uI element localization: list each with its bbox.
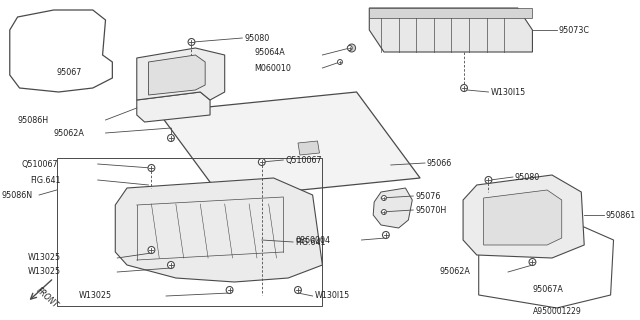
Text: 95062A: 95062A: [440, 268, 470, 276]
Polygon shape: [463, 175, 584, 258]
Polygon shape: [148, 55, 205, 95]
Text: FIG.641: FIG.641: [30, 175, 61, 185]
Circle shape: [168, 134, 174, 141]
Polygon shape: [158, 92, 420, 198]
Text: M060010: M060010: [254, 63, 291, 73]
Polygon shape: [137, 48, 225, 100]
Polygon shape: [369, 8, 532, 52]
Text: A950001229: A950001229: [532, 308, 581, 316]
Text: 95080: 95080: [244, 34, 269, 43]
Text: 95086N: 95086N: [2, 190, 33, 199]
Circle shape: [148, 164, 155, 172]
Circle shape: [529, 259, 536, 266]
Circle shape: [226, 286, 233, 293]
Text: 95073C: 95073C: [559, 26, 590, 35]
Polygon shape: [137, 92, 210, 122]
Circle shape: [294, 286, 301, 293]
Text: Q510067: Q510067: [22, 159, 59, 169]
Circle shape: [348, 45, 352, 51]
Circle shape: [348, 44, 356, 52]
Circle shape: [188, 38, 195, 45]
Circle shape: [485, 177, 492, 183]
Circle shape: [381, 210, 387, 214]
Text: 95062A: 95062A: [54, 129, 84, 138]
Text: W13025: W13025: [28, 268, 61, 276]
Text: W13025: W13025: [79, 292, 113, 300]
Polygon shape: [369, 8, 532, 18]
Text: 0860004: 0860004: [295, 236, 330, 244]
Circle shape: [337, 60, 342, 65]
Text: 95064A: 95064A: [254, 47, 285, 57]
Circle shape: [381, 196, 387, 201]
Text: 95076: 95076: [415, 191, 440, 201]
Text: 95086H: 95086H: [18, 116, 49, 124]
Circle shape: [259, 158, 265, 165]
Bar: [57, 158, 323, 306]
Text: 95066: 95066: [427, 158, 452, 167]
Circle shape: [383, 231, 389, 238]
Polygon shape: [373, 188, 412, 228]
Text: W130I15: W130I15: [490, 87, 525, 97]
Text: 95067A: 95067A: [532, 285, 563, 294]
Text: 950861: 950861: [605, 211, 636, 220]
Polygon shape: [298, 141, 319, 155]
Circle shape: [461, 84, 467, 92]
Text: W130I15: W130I15: [315, 292, 350, 300]
Text: FIG.641: FIG.641: [295, 237, 326, 246]
Text: FRONT: FRONT: [34, 286, 60, 310]
Text: 95080: 95080: [515, 172, 540, 181]
Text: W13025: W13025: [28, 253, 61, 262]
Text: 95070H: 95070H: [415, 205, 447, 214]
Text: 95067: 95067: [57, 68, 82, 76]
Circle shape: [168, 261, 174, 268]
Circle shape: [148, 246, 155, 253]
Polygon shape: [484, 190, 562, 245]
Polygon shape: [115, 178, 323, 282]
Text: Q510067: Q510067: [285, 156, 322, 164]
